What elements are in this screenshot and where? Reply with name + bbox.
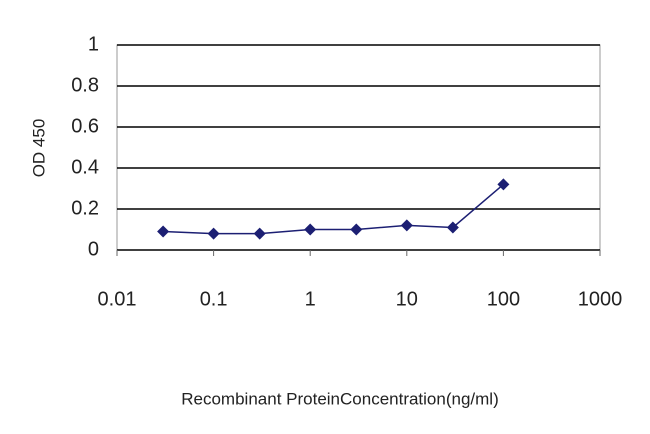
x-tick-label: 0.1 — [200, 288, 228, 310]
data-point — [350, 223, 363, 236]
data-point — [253, 227, 266, 240]
data-point — [400, 219, 413, 232]
y-tick-label: 0.2 — [71, 197, 99, 219]
y-tick-label: 0 — [88, 238, 99, 260]
x-axis-label: Recombinant ProteinConcentration(ng/ml) — [181, 389, 499, 408]
y-tick-label: 0.8 — [71, 74, 99, 96]
data-line — [163, 183, 504, 235]
data-point — [497, 178, 510, 191]
data-point — [304, 223, 317, 236]
data-point — [446, 221, 459, 234]
data-point — [207, 227, 220, 240]
y-tick-label: 1 — [88, 33, 99, 55]
y-tick-label: 0.4 — [71, 156, 99, 178]
x-tick-label: 1 — [305, 288, 316, 310]
data-point — [157, 225, 170, 238]
x-tick-label: 10 — [396, 288, 418, 310]
x-tick-label: 0.01 — [98, 288, 137, 310]
x-tick-label: 100 — [487, 288, 520, 310]
y-axis-label: OD 450 — [29, 119, 48, 178]
y-tick-label: 0.6 — [71, 115, 99, 137]
plot-frame — [116, 44, 601, 251]
x-tick-label: 1000 — [578, 288, 623, 310]
